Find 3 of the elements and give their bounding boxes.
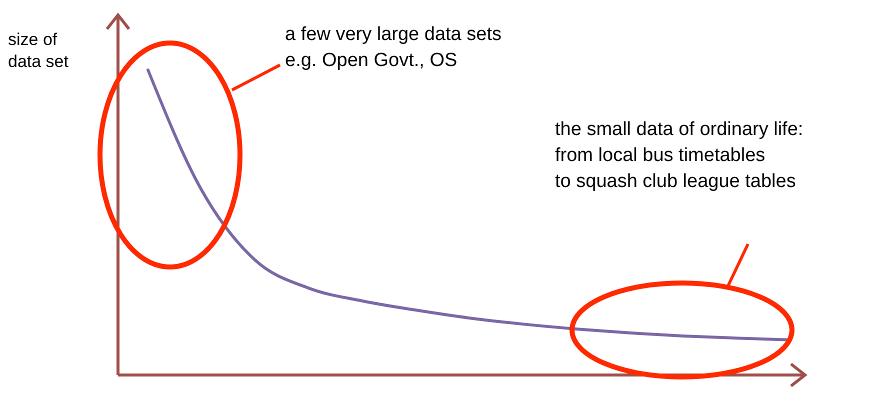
- annotation: a few very large data sets e.g. Open Govt., OS: [285, 24, 502, 71]
- annotation: the small data of ordinary life: from local bus timetables to squash club league tables: [555, 119, 804, 192]
- y-axis-title: size of data set: [8, 30, 69, 71]
